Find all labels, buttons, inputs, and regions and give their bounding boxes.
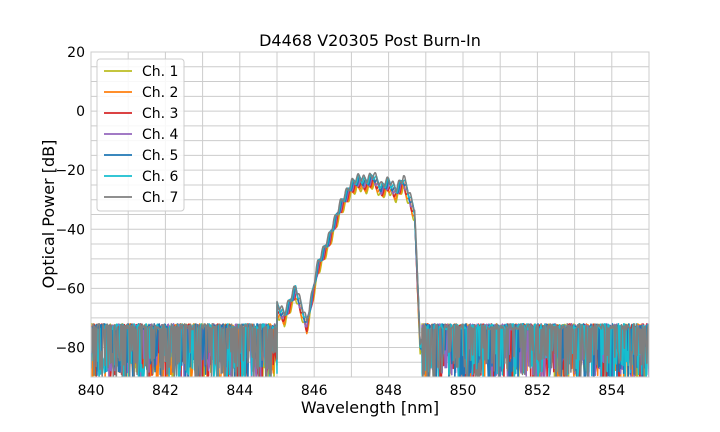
x-tick-label: 844 [226,383,253,399]
series-line-ch7 [91,171,649,377]
y-tick-labels: 20 0 −20 −40 −60 −80 [55,45,85,356]
series-lines [91,171,649,377]
x-tick-label: 846 [301,383,328,399]
x-tick-label: 848 [375,383,402,399]
legend-label: Ch. 7 [142,190,178,206]
y-tick-label: 20 [67,45,85,61]
y-tick-label: 0 [76,104,85,120]
legend-label: Ch. 1 [142,64,178,80]
x-axis-label: Wavelength [nm] [301,398,439,417]
y-tick-label: −80 [55,340,85,356]
chart-title: D4468 V20305 Post Burn-In [259,31,481,50]
x-tick-label: 854 [598,383,625,399]
legend-box [96,58,185,212]
x-tick-label: 850 [450,383,477,399]
plot-area [91,171,649,377]
x-tick-label: 840 [78,383,105,399]
legend-label: Ch. 4 [142,127,179,143]
x-tick-label: 852 [524,383,551,399]
plot-frame [90,51,650,378]
y-tick-label: −20 [55,163,85,179]
y-tick-label: −40 [55,222,85,238]
x-tick-label: 842 [152,383,179,399]
y-axis-label: Optical Power [dB] [39,140,58,289]
y-tick-label: −60 [55,281,85,297]
x-tick-labels: 840 842 844 846 848 850 852 854 [78,383,626,399]
legend-label: Ch. 5 [142,148,178,164]
legend-label: Ch. 3 [142,106,178,122]
legend-label: Ch. 2 [142,85,178,101]
legend-label: Ch. 6 [142,169,179,185]
legend: Ch. 1 Ch. 2 Ch. 3 Ch. 4 Ch. 5 Ch. 6 Ch. 7 [96,58,185,212]
